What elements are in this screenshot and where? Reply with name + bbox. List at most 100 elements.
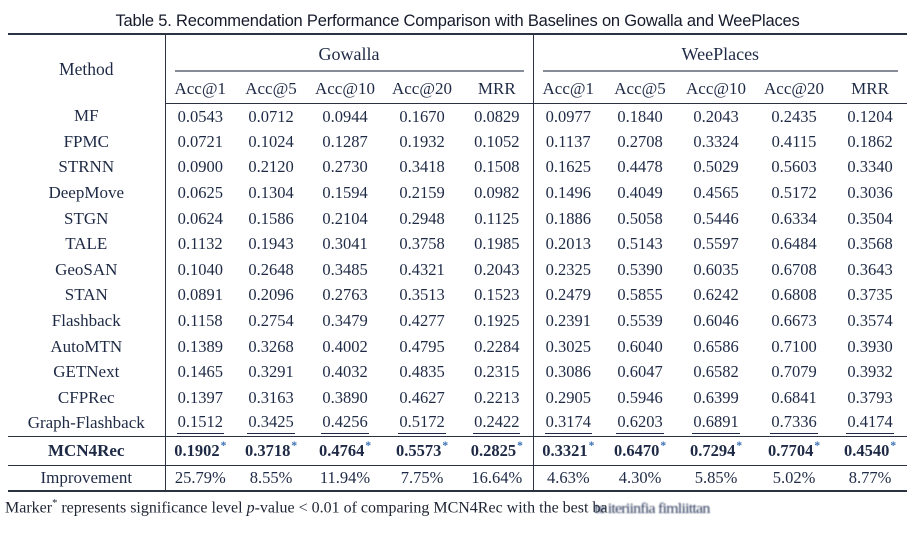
- table-cell: 0.1840: [617, 106, 663, 126]
- table-cell: 0.2284: [461, 333, 534, 360]
- table-cell: 0.1594: [322, 183, 368, 203]
- table-cell: 0.6334: [771, 208, 817, 228]
- table-cell: 0.4277: [399, 311, 445, 331]
- table-cell: 0.3735: [847, 285, 893, 305]
- table-cell: 0.6891: [677, 411, 755, 437]
- table-row-getnext: GETNext 0.1465 0.3291 0.4032 0.4835 0.2315 0.3…: [8, 359, 907, 386]
- table-cell: 25.79%: [174, 467, 226, 487]
- table-row-improvement: Improvement 25.79% 8.55% 11.94% 7.75% 16.64% 4…: [8, 465, 907, 492]
- table-cell: 0.3890: [322, 387, 368, 407]
- table-cell: 0.4256: [307, 411, 383, 437]
- table-cell: 0.1508: [461, 154, 534, 181]
- table-cell: 0.1204: [847, 106, 893, 126]
- table-cell: 0.1625: [545, 157, 591, 177]
- table-cell: 0.1523: [461, 282, 534, 309]
- table-cell: 0.2763: [322, 285, 368, 305]
- table-cell: 0.4540*: [843, 440, 897, 460]
- method-cell: MCN4Rec: [8, 436, 166, 466]
- table-header: Method Gowalla WeePlaces Acc@1 Acc@5 Acc…: [8, 34, 908, 104]
- table-cell: 0.5946: [617, 387, 663, 407]
- table-cell: 0.2905: [545, 387, 591, 407]
- table-cell: 0.3418: [399, 157, 445, 177]
- table-cell: 0.5855: [617, 285, 663, 305]
- table-cell: 0.1886: [545, 208, 591, 228]
- table-cell: 0.1496: [545, 183, 591, 203]
- table-cell: 7.75%: [400, 467, 444, 487]
- footnote: Marker* represents significance level p-…: [5, 498, 915, 517]
- table-row-graph-flashback: Graph-Flashback 0.1512 0.3425 0.4256 0.5172 0…: [8, 410, 907, 437]
- table-cell: 0.1125: [461, 205, 534, 232]
- table-cell: 0.3568: [847, 234, 893, 254]
- col-header-weeplaces-mrr: MRR: [833, 75, 908, 104]
- method-cell: STRNN: [8, 154, 166, 181]
- footnote-p: p: [246, 499, 255, 517]
- table-cell: 0.2043: [693, 106, 739, 126]
- table-cell: 0.3324: [693, 131, 739, 151]
- table-cell: 0.4049: [617, 183, 663, 203]
- table-cell: 0.6673: [771, 311, 817, 331]
- table-cell: 0.0543: [177, 106, 223, 126]
- table-cell: 8.55%: [249, 467, 293, 487]
- table-cell: 16.64%: [461, 465, 534, 492]
- group-label-weeplaces: WeePlaces: [681, 44, 760, 64]
- col-header-gowalla-acc1: Acc@1: [165, 75, 235, 104]
- table-row-stan: STAN 0.0891 0.2096 0.2763 0.3513 0.1523 0.2479…: [8, 282, 907, 309]
- method-cell: TALE: [8, 231, 166, 258]
- method-cell: CFPRec: [8, 385, 166, 411]
- table-cell: 0.3041: [322, 234, 368, 254]
- table-cell: 0.3163: [248, 387, 294, 407]
- table-cell: 0.7704*: [767, 440, 821, 460]
- table-cell: 0.2479: [545, 285, 591, 305]
- table-cell: 0.0944: [322, 106, 368, 126]
- table-cell: 0.2213: [461, 385, 534, 411]
- table-cell: 0.2159: [399, 183, 445, 203]
- table-cell: 0.4835: [399, 362, 445, 382]
- col-header-weeplaces-acc5: Acc@5: [603, 75, 678, 104]
- table-cell: 0.2120: [248, 157, 294, 177]
- table-cell: 0.1932: [399, 131, 445, 151]
- table-cell: 0.1862: [847, 131, 893, 151]
- significance-asterisk: *: [588, 440, 595, 453]
- table-cell: 0.3036: [847, 183, 893, 203]
- table-cell: 0.4002: [322, 336, 368, 356]
- table-cell: 5.85%: [694, 467, 738, 487]
- results-table: Method Gowalla WeePlaces Acc@1 Acc@5 Acc…: [8, 33, 908, 493]
- table-cell: 0.1052: [461, 129, 534, 155]
- table-row-stgn: STGN 0.0624 0.1586 0.2104 0.2948 0.1125 0.1886…: [8, 205, 907, 232]
- table-cell: 0.3025: [545, 336, 591, 356]
- table-cell: 0.3930: [847, 336, 893, 356]
- table-cell: 0.1397: [177, 387, 223, 407]
- table-row-deepmove: DeepMove 0.0625 0.1304 0.1594 0.2159 0.0982 0.…: [8, 180, 907, 206]
- table-cell: 0.2754: [248, 311, 294, 331]
- col-header-weeplaces-acc10: Acc@10: [677, 75, 756, 104]
- table-cell: 0.7100: [771, 336, 817, 356]
- method-cell: Improvement: [8, 465, 166, 492]
- table-row-tale: TALE 0.1132 0.1943 0.3041 0.3758 0.1985 0.2013…: [8, 231, 907, 258]
- table-cell: 0.4795: [399, 336, 445, 356]
- table-cell: 4.30%: [618, 467, 662, 487]
- table-cell: 0.6046: [693, 311, 739, 331]
- table-cell: 8.77%: [848, 467, 892, 487]
- table-cell: 0.5390: [617, 259, 663, 279]
- metric-header-row: Acc@1 Acc@5 Acc@10 Acc@20 MRR Acc@1 Acc@…: [8, 75, 908, 104]
- table-cell: 0.6708: [771, 259, 817, 279]
- table-cell: 0.5172: [383, 411, 461, 437]
- table-cell: 0.2104: [322, 208, 368, 228]
- table-cell: 0.1902*: [174, 440, 227, 460]
- table-row-strnn: STRNN 0.0900 0.2120 0.2730 0.3418 0.1508 0.162…: [8, 154, 907, 181]
- table-cell: 0.3793: [847, 387, 893, 407]
- table-cell: 0.3340: [847, 157, 893, 177]
- col-header-weeplaces-acc1: Acc@1: [533, 75, 604, 104]
- table-cell: 0.1040: [177, 259, 223, 279]
- table-cell: 0.3504: [847, 208, 893, 228]
- table-cell: 0.2435: [771, 106, 817, 126]
- table-cell: 0.6586: [693, 336, 739, 356]
- method-cell: Flashback: [8, 308, 166, 334]
- footnote-star-marker: *: [52, 498, 58, 510]
- table-cell: 0.3086: [545, 362, 591, 382]
- table-cell: 0.6582: [693, 362, 739, 382]
- table-cell: 0.3513: [399, 285, 445, 305]
- table-cell: 0.3425: [235, 411, 307, 437]
- table-cell: 0.6242: [693, 285, 739, 305]
